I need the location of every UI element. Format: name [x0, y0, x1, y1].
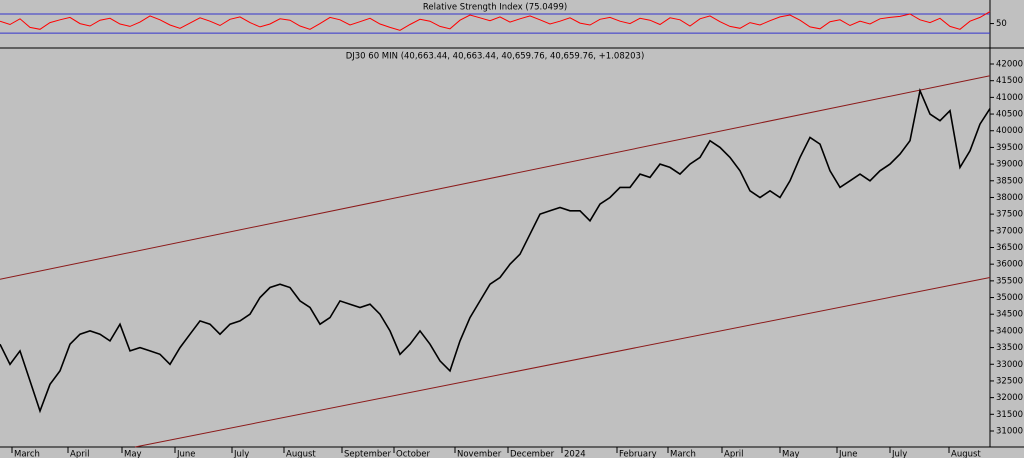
y-tick-label: 50	[996, 19, 1007, 29]
y-tick-label: 34500	[996, 310, 1023, 320]
price-title: DJ30 60 MIN (40,663.44, 40,663.44, 40,65…	[346, 52, 645, 62]
x-tick-label: June	[176, 450, 196, 458]
y-tick-label: 33000	[996, 360, 1023, 370]
x-tick-label: July	[233, 450, 249, 458]
y-tick-label: 37000	[996, 226, 1023, 236]
x-tick-label: 2024	[564, 450, 586, 458]
rsi-title: Relative Strength Index (75.0499)	[423, 3, 567, 13]
y-tick-label: 36500	[996, 243, 1023, 253]
y-tick-label: 39000	[996, 160, 1023, 170]
x-tick-label: August	[951, 450, 981, 458]
x-tick-label: July	[891, 450, 907, 458]
x-tick-label: May	[124, 450, 142, 458]
y-tick-label: 31500	[996, 410, 1023, 420]
y-tick-label: 35000	[996, 293, 1023, 303]
x-tick-label: April	[724, 450, 743, 458]
x-tick-label: March	[14, 450, 40, 458]
y-tick-label: 31000	[996, 426, 1023, 436]
y-tick-label: 42000	[996, 60, 1023, 70]
y-tick-label: 38000	[996, 193, 1023, 203]
y-tick-label: 32000	[996, 393, 1023, 403]
y-tick-label: 40500	[996, 110, 1023, 120]
y-tick-label: 35500	[996, 276, 1023, 286]
y-tick-label: 41000	[996, 93, 1023, 103]
x-tick-label: June	[838, 450, 858, 458]
y-tick-label: 41500	[996, 76, 1023, 86]
x-tick-label: November	[457, 450, 502, 458]
x-tick-label: August	[286, 450, 316, 458]
series-line	[0, 11, 991, 31]
x-tick-label: September	[344, 450, 391, 458]
trend-line	[0, 75, 991, 280]
x-tick-label: March	[670, 450, 696, 458]
x-tick-label: April	[70, 450, 89, 458]
y-tick-label: 34000	[996, 326, 1023, 336]
x-tick-label: October	[396, 450, 431, 458]
x-tick-label: May	[782, 450, 800, 458]
x-tick-label: February	[619, 450, 657, 458]
y-tick-label: 38500	[996, 176, 1023, 186]
y-tick-label: 40000	[996, 126, 1023, 136]
x-tick-label: December	[510, 450, 555, 458]
y-tick-label: 37500	[996, 210, 1023, 220]
series-line	[0, 88, 991, 414]
y-tick-label: 32500	[996, 376, 1023, 386]
y-tick-label: 36000	[996, 260, 1023, 270]
trend-line	[134, 277, 991, 448]
y-tick-label: 33500	[996, 343, 1023, 353]
y-tick-label: 39500	[996, 143, 1023, 153]
